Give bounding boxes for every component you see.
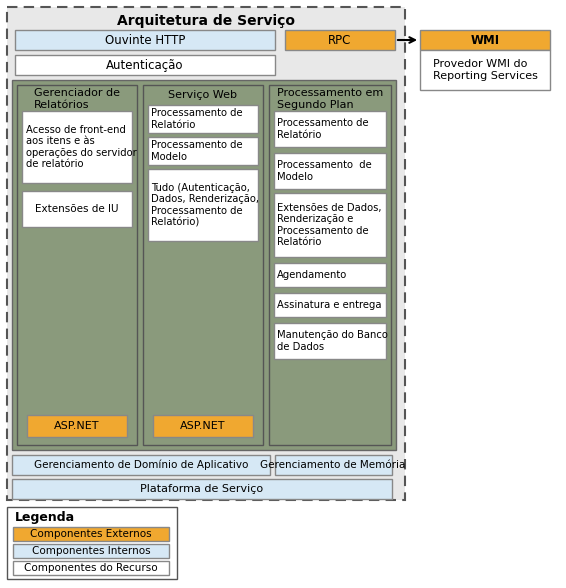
Bar (13, 561, 169, 575)
Bar (274, 293, 386, 317)
Bar (12, 455, 270, 475)
Text: Processamento  de
Modelo: Processamento de Modelo (277, 160, 372, 182)
Text: Acesso de front-end
aos itens e às
operações do servidor
de relatório: Acesso de front-end aos itens e às opera… (26, 125, 137, 169)
Bar (13, 527, 169, 541)
Text: Provedor WMI do
Reporting Services: Provedor WMI do Reporting Services (432, 59, 538, 81)
Text: Agendamento: Agendamento (277, 270, 348, 280)
Bar (148, 169, 258, 241)
Bar (27, 415, 127, 437)
Bar (269, 85, 391, 445)
Bar (274, 111, 386, 147)
Text: Arquitetura de Serviço: Arquitetura de Serviço (117, 14, 295, 28)
Bar (143, 85, 263, 445)
Text: Extensões de Dados,
Renderização e
Processamento de
Relatório: Extensões de Dados, Renderização e Proce… (277, 203, 381, 248)
Bar (420, 50, 550, 90)
Bar (15, 55, 275, 75)
Text: WMI: WMI (470, 34, 500, 46)
Bar (17, 85, 137, 445)
Text: Ouvinte HTTP: Ouvinte HTTP (105, 34, 185, 46)
Bar (285, 30, 395, 50)
Text: Extensões de IU: Extensões de IU (35, 204, 119, 214)
Bar (7, 7, 405, 500)
Text: Processamento em
Segundo Plan: Processamento em Segundo Plan (277, 88, 383, 110)
Bar (148, 137, 258, 165)
Text: Manutenção do Banco
de Dados: Manutenção do Banco de Dados (277, 330, 388, 352)
Bar (275, 455, 392, 475)
Bar (22, 191, 132, 227)
Bar (148, 105, 258, 133)
Bar (13, 544, 169, 558)
Text: Processamento de
Relatório: Processamento de Relatório (151, 108, 243, 130)
Text: ASP.NET: ASP.NET (54, 421, 100, 431)
Bar (420, 30, 550, 50)
Text: Componentes do Recurso: Componentes do Recurso (24, 563, 158, 573)
Bar (274, 193, 386, 257)
Bar (274, 323, 386, 359)
Bar (12, 80, 396, 450)
Bar (22, 111, 132, 183)
Text: Autenticação: Autenticação (106, 58, 184, 72)
Bar (153, 415, 253, 437)
Text: Gerenciamento de Memória: Gerenciamento de Memória (260, 460, 406, 470)
Text: RPC: RPC (328, 34, 351, 46)
Text: Componentes Externos: Componentes Externos (30, 529, 152, 539)
Text: Componentes Internos: Componentes Internos (32, 546, 151, 556)
Text: Legenda: Legenda (15, 510, 75, 523)
Bar (15, 30, 275, 50)
Text: Gerenciamento de Domínio de Aplicativo: Gerenciamento de Domínio de Aplicativo (34, 460, 248, 470)
Text: Processamento de
Relatório: Processamento de Relatório (277, 118, 368, 140)
Bar (12, 479, 392, 499)
Bar (7, 507, 177, 579)
Text: Plataforma de Serviço: Plataforma de Serviço (140, 484, 264, 494)
Text: Tudo (Autenticação,
Dados, Renderização,
Processamento de
Relatório): Tudo (Autenticação, Dados, Renderização,… (151, 183, 259, 228)
Text: Assinatura e entrega: Assinatura e entrega (277, 300, 381, 310)
Text: ASP.NET: ASP.NET (180, 421, 226, 431)
Text: Serviço Web: Serviço Web (169, 90, 238, 100)
Text: Gerenciador de
Relatórios: Gerenciador de Relatórios (34, 88, 120, 110)
Bar (274, 263, 386, 287)
Bar (274, 153, 386, 189)
Text: Processamento de
Modelo: Processamento de Modelo (151, 140, 243, 162)
